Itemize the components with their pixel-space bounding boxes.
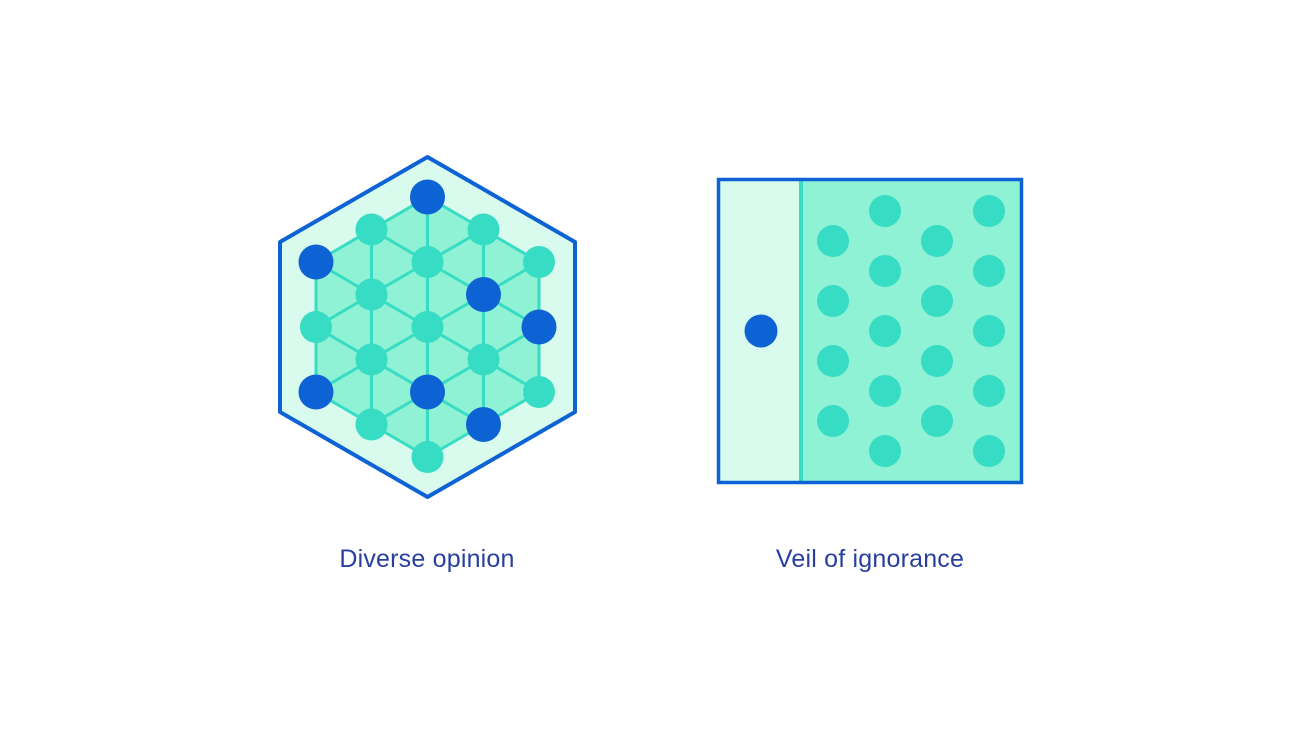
veil-of-ignorance-label: Veil of ignorance <box>775 545 965 573</box>
diverse-opinion-label: Diverse opinion <box>339 545 515 573</box>
diverse-opinion-figure <box>278 155 577 499</box>
veil-of-ignorance-figure <box>716 177 1024 485</box>
